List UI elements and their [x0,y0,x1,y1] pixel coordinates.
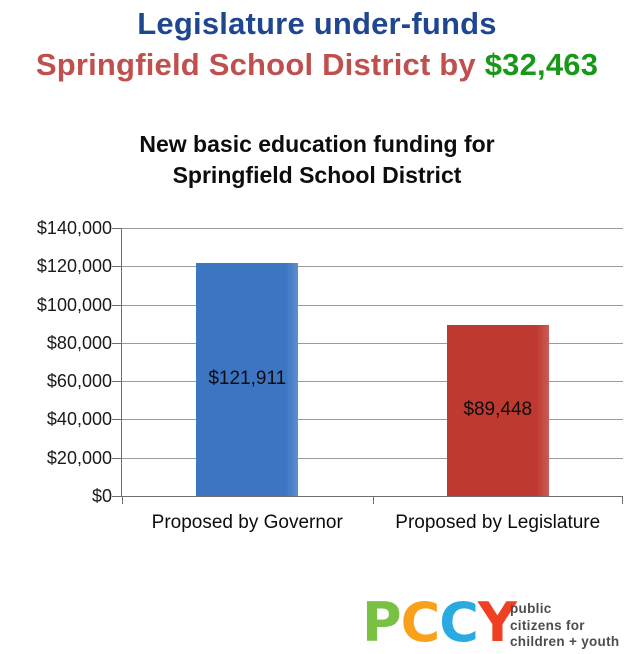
headline-line1: Legislature under-funds [137,6,497,41]
gridline [122,381,623,383]
gridline [122,342,623,344]
bar-value-label: $121,911 [208,368,287,390]
pccy-logo-tagline: public citizens for children + youth [510,601,619,651]
pccy-letter-p: P [362,591,402,654]
y-tick-label: $40,000 [46,409,112,430]
x-axis-line [122,496,623,497]
headline-line2: Springfield School District by $32,463 [0,47,634,83]
headline-district-text: Springfield School District by [35,47,476,82]
gridline [122,419,623,421]
x-axis-tick [122,497,123,504]
y-axis-tick [112,419,121,421]
gridline [122,266,623,268]
x-axis-tick [372,497,374,504]
pccy-tagline-line: citizens for [510,617,585,633]
y-tick-label: $120,000 [36,256,112,277]
gridline [122,304,623,306]
y-axis-tick [112,228,121,229]
headline: Legislature under-funds Springfield Scho… [0,6,634,83]
pccy-tagline-line: public [510,601,552,616]
chart-title-line2: Springfield School District [172,162,462,188]
pccy-logo: PCCY public citizens for children + youth [360,596,634,653]
gridline [122,457,623,459]
y-axis-tick [112,342,121,344]
y-axis-tick [112,457,121,459]
y-tick-label: $20,000 [46,447,112,468]
y-axis-tick [112,266,121,268]
y-axis-tick [112,304,121,306]
pccy-tagline-line: children + youth [510,634,620,649]
x-axis-tick [622,497,623,504]
pccy-letter-c: C [439,591,479,654]
x-category-label: Proposed by Governor [151,512,343,533]
bar-legislature [446,324,549,496]
y-tick-label: $80,000 [46,332,112,353]
headline-amount-text: $32,463 [484,47,599,82]
y-axis-tick [112,496,121,497]
bar-governor [196,262,299,496]
y-tick-label: $0 [91,486,112,506]
y-tick-label: $140,000 [36,218,112,238]
y-tick-label: $60,000 [46,371,112,392]
pccy-letter-y: Y [477,591,517,654]
y-tick-label: $100,000 [36,294,112,315]
chart-title: New basic education funding for Springfi… [0,129,634,191]
pccy-logo-letters: PCCY [362,596,517,650]
y-axis-line [121,228,122,497]
bar-chart-plot-area: $0 $20,000 $40,000 $60,000 $80,000 $100,000 $1… [37,219,623,533]
chart-title-line1: New basic education funding for [139,131,495,157]
y-axis-tick [112,381,121,383]
x-category-label: Proposed by Legislature [395,512,601,533]
pccy-letter-c: C [400,591,441,654]
gridline [122,228,623,229]
bar-value-label: $89,448 [463,399,533,421]
